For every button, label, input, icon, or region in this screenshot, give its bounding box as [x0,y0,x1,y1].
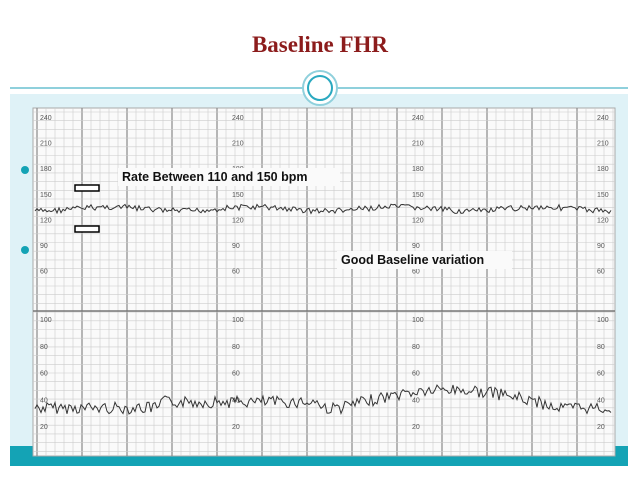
scale-label: 150 [232,192,244,199]
scale-label: 180 [412,166,424,173]
scale-label: 60 [597,371,605,378]
annotation: Good Baseline variation [341,253,484,267]
scale-label: 60 [597,269,605,276]
scale-label: 20 [40,424,48,431]
scale-label: 80 [232,344,240,351]
scale-label: 210 [412,141,424,148]
scale-label: 20 [412,424,420,431]
scale-label: 90 [412,243,420,250]
uterine-trace [34,384,612,416]
scale-label: 120 [597,217,609,224]
scale-label: 60 [412,269,420,276]
scale-label: 100 [40,317,52,324]
scale-label: 150 [40,192,52,199]
scale-label: 20 [597,424,605,431]
slide-title: Baseline FHR [252,32,388,57]
label-bg [118,168,340,186]
scale-label: 60 [40,371,48,378]
scale-label: 210 [40,141,52,148]
scale-label: 150 [412,192,424,199]
marker-box [74,184,100,192]
scale-label: 60 [40,269,48,276]
label-bg [337,251,512,269]
scale-label: 20 [232,424,240,431]
scale-label: 60 [412,371,420,378]
scale-label: 40 [40,397,48,404]
ctg-trace [32,107,616,457]
scale-label: 150 [597,192,609,199]
scale-label: 210 [597,141,609,148]
scale-label: 60 [232,371,240,378]
scale-label: 240 [412,115,424,122]
scale-label: 100 [412,317,424,324]
scale-label: 80 [597,344,605,351]
divider-ring-inner [307,75,333,101]
scale-label: 180 [40,166,52,173]
scale-label: 80 [412,344,420,351]
bullet [21,246,29,254]
scale-label: 240 [597,115,609,122]
scale-label: 40 [412,397,420,404]
scale-label: 60 [232,269,240,276]
scale-label: 120 [412,217,424,224]
scale-label: 90 [232,243,240,250]
scale-label: 240 [40,115,52,122]
bullet [21,166,29,174]
marker-box [74,225,100,233]
scale-label: 100 [597,317,609,324]
scale-label: 120 [40,217,52,224]
scale-label: 100 [232,317,244,324]
scale-label: 80 [40,344,48,351]
annotation: Rate Between 110 and 150 bpm [122,170,308,184]
scale-label: 40 [597,397,605,404]
scale-label: 90 [597,243,605,250]
scale-label: 240 [232,115,244,122]
scale-label: 210 [232,141,244,148]
scale-label: 180 [597,166,609,173]
fhr-trace [34,203,612,215]
scale-label: 90 [40,243,48,250]
scale-label: 120 [232,217,244,224]
